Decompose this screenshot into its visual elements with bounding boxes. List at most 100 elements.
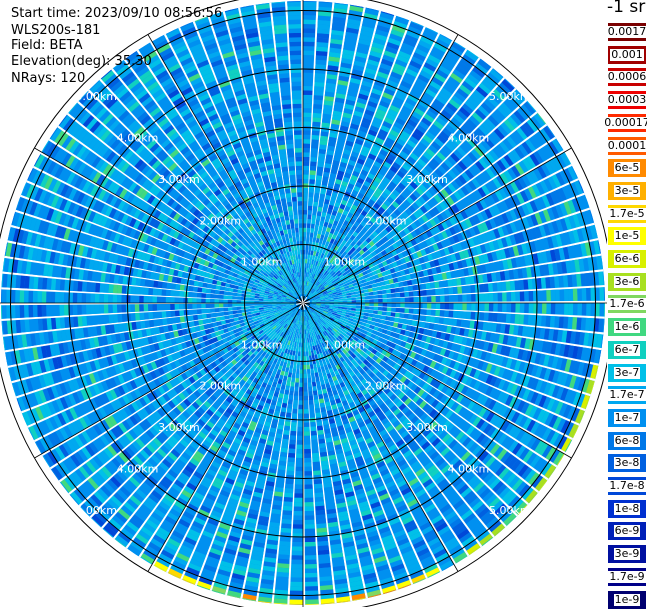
range-gate-cell <box>304 462 311 467</box>
range-gate-cell <box>288 448 295 453</box>
range-gate-cell <box>295 484 303 489</box>
range-gate-cell <box>320 403 325 408</box>
range-gate-cell <box>409 309 414 314</box>
range-gate-cell <box>294 387 298 392</box>
range-gate-cell <box>551 303 556 314</box>
range-gate-cell <box>589 397 598 412</box>
range-gate-cell <box>303 121 311 126</box>
range-gate-cell <box>303 206 307 211</box>
range-gate-cell <box>514 280 519 290</box>
range-gate-cell <box>317 38 329 43</box>
range-gate-cell <box>541 316 546 327</box>
range-gate-cell <box>291 568 303 573</box>
range-gate-cell <box>305 542 316 547</box>
range-gate-cell <box>312 122 320 127</box>
range-gate-cell <box>479 312 484 320</box>
range-gate-cell <box>404 308 409 313</box>
range-gate-cell <box>317 425 323 430</box>
range-gate-cell <box>311 440 318 445</box>
range-gate-cell <box>356 297 361 300</box>
range-gate-cell <box>386 312 391 316</box>
range-gate-cell <box>382 290 387 294</box>
range-gate-cell <box>297 427 303 432</box>
range-gate-cell <box>304 484 312 489</box>
range-gate-cell <box>471 312 476 320</box>
range-gate-cell <box>304 414 309 419</box>
range-gate-cell <box>435 310 440 316</box>
range-gate-cell <box>313 395 318 400</box>
range-gate-cell <box>318 439 325 444</box>
range-gate-cell <box>546 303 551 314</box>
range-gate-cell <box>315 77 325 82</box>
range-gate-cell <box>298 351 301 356</box>
range-gate-cell <box>430 282 435 288</box>
range-gate-cell <box>309 404 314 409</box>
range-gate-cell <box>303 59 314 64</box>
range-gate-cell <box>405 303 410 308</box>
range-gate-cell <box>303 144 310 149</box>
range-gate-cell <box>452 319 457 326</box>
range-gate-cell <box>405 297 410 302</box>
range-gate-cell <box>462 311 467 319</box>
range-gate-cell <box>297 436 303 441</box>
range-gate-cell <box>316 60 327 65</box>
range-gate-cell <box>383 303 388 307</box>
range-gate-cell <box>292 546 303 551</box>
range-gate-cell <box>315 497 324 502</box>
range-gate-cell <box>303 11 316 16</box>
range-gate-cell <box>374 303 379 306</box>
range-gate-cell <box>306 356 309 361</box>
range-gate-cell <box>378 303 383 307</box>
range-gate-cell <box>457 286 462 293</box>
range-gate-cell <box>443 280 448 287</box>
range-gate-cell <box>538 303 543 314</box>
range-gate-cell <box>290 582 303 587</box>
range-gate-cell <box>537 315 542 326</box>
range-gate-cell <box>320 189 326 194</box>
range-gate-cell <box>291 564 303 569</box>
range-gate-cell <box>311 144 318 149</box>
range-gate-cell <box>577 288 582 301</box>
range-gate-cell <box>304 440 310 445</box>
range-gate-cell <box>573 303 578 315</box>
range-gate-cell <box>311 148 318 153</box>
range-gate-cell <box>305 599 319 604</box>
range-gate-cell <box>317 541 328 546</box>
range-gate-cell <box>304 400 309 405</box>
range-gate-cell <box>356 300 361 303</box>
range-gate-cell <box>365 306 370 309</box>
range-gate-cell <box>374 307 379 311</box>
range-gate-cell <box>319 398 324 403</box>
range-gate-cell <box>303 232 306 236</box>
range-gate-cell <box>307 369 310 374</box>
range-gate-cell <box>304 374 307 379</box>
range-gate-cell <box>408 286 413 291</box>
range-gate-cell <box>304 405 309 410</box>
range-gate-cell <box>304 489 313 494</box>
range-gate-cell <box>293 529 303 534</box>
range-gate-cell <box>440 296 445 302</box>
range-gate-cell <box>458 303 463 310</box>
range-gate-cell <box>315 73 326 78</box>
range-gate-cell <box>300 365 303 369</box>
range-gate-cell <box>399 313 404 318</box>
range-gate-cell <box>309 179 315 184</box>
range-gate-cell <box>290 386 294 391</box>
range-gate-cell <box>304 480 312 485</box>
range-gate-cell <box>288 453 295 458</box>
range-gate-cell <box>305 515 315 520</box>
range-gate-cell <box>387 294 392 298</box>
range-gate-cell <box>291 377 295 382</box>
range-gate-cell <box>291 573 303 578</box>
range-gate-cell <box>390 288 395 293</box>
range-gate-cell <box>431 310 436 316</box>
range-gate-cell <box>303 330 304 334</box>
range-gate-cell <box>303 157 310 162</box>
range-gate-cell <box>303 55 314 60</box>
range-gate-cell <box>408 314 413 319</box>
range-gate-cell <box>295 480 303 485</box>
range-gate-cell <box>365 303 369 306</box>
range-gate-cell <box>511 303 516 313</box>
range-gate-cell <box>387 303 392 307</box>
range-gate-cell <box>298 405 303 410</box>
